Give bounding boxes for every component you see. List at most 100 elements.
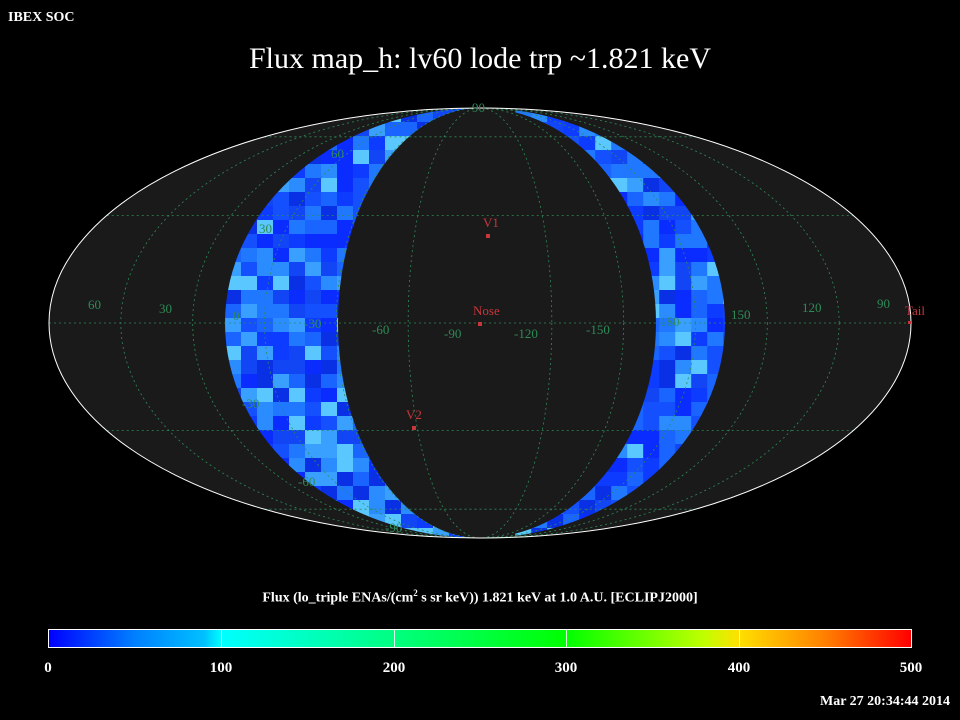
flux-pixel — [305, 444, 322, 459]
flux-pixel — [273, 206, 290, 221]
meridian-line — [335, 108, 625, 538]
flux-pixel — [321, 220, 338, 235]
flux-pixel — [273, 388, 290, 403]
flux-pixel — [257, 122, 274, 137]
flux-pixel — [257, 108, 274, 123]
flux-pixel — [353, 486, 370, 501]
flux-pixel — [659, 444, 676, 459]
flux-pixel — [273, 402, 290, 417]
lon-label-minus90: -90 — [444, 326, 461, 341]
flux-pixel — [691, 122, 708, 137]
flux-pixel — [241, 346, 258, 361]
flux-pixel — [321, 164, 338, 179]
flux-pixel — [627, 108, 644, 123]
flux-pixel — [225, 528, 242, 538]
flux-pixel — [321, 374, 338, 389]
flux-pixel — [225, 318, 242, 333]
flux-pixel — [595, 486, 612, 501]
flux-pixel — [643, 206, 660, 221]
flux-pixel — [273, 234, 290, 249]
flux-pixel — [691, 248, 708, 263]
flux-pixel — [723, 318, 725, 333]
flux-pixel — [257, 388, 274, 403]
flux-pixel — [273, 374, 290, 389]
flux-pixel — [723, 528, 725, 538]
flux-pixel — [691, 528, 708, 538]
flux-pixel — [337, 472, 354, 487]
flux-pixel — [707, 528, 724, 538]
flux-pixel — [305, 528, 322, 538]
flux-pixel — [707, 290, 724, 305]
colorbar-label-200: 200 — [382, 660, 406, 676]
flux-pixel — [305, 416, 322, 431]
flux-pixel — [643, 458, 660, 473]
colorbar-label-0: 0 — [44, 660, 52, 676]
graticule-grid — [49, 108, 911, 538]
flux-pixel — [321, 192, 338, 207]
lon-label-minus30: -30 — [304, 316, 321, 331]
flux-pixel — [611, 486, 628, 501]
flux-pixel — [337, 528, 354, 538]
flux-pixel — [241, 332, 258, 347]
flux-pixel — [273, 108, 290, 123]
flux-pixel — [305, 192, 322, 207]
flux-pixel — [241, 304, 258, 319]
flux-pixel — [611, 150, 628, 165]
flux-pixel — [385, 122, 402, 137]
meridian-line — [192, 108, 768, 538]
meridian-line — [264, 108, 696, 538]
flux-pixel — [241, 122, 258, 137]
flux-pixel — [691, 346, 708, 361]
flux-pixel — [627, 164, 644, 179]
flux-pixel — [515, 528, 532, 538]
flux-pixel — [659, 206, 676, 221]
flux-pixel — [611, 164, 628, 179]
flux-pixel — [675, 304, 692, 319]
flux-pixel — [707, 514, 724, 529]
flux-pixel — [659, 346, 676, 361]
flux-pixel — [321, 472, 338, 487]
lon-label-minus60: -60 — [372, 322, 389, 337]
lon-label-minus150: -150 — [586, 322, 610, 337]
flux-pixel — [241, 290, 258, 305]
flux-pixel — [305, 262, 322, 277]
flux-pixel — [305, 248, 322, 263]
flux-pixel — [675, 360, 692, 375]
flux-pixel — [659, 388, 676, 403]
flux-pixel — [225, 346, 242, 361]
flux-pixel — [675, 388, 692, 403]
marker-v2 — [412, 426, 416, 430]
flux-pixel — [289, 388, 306, 403]
flux-pixel — [321, 290, 338, 305]
flux-pixel — [723, 500, 725, 515]
flux-pixel — [289, 206, 306, 221]
flux-pixel — [659, 430, 676, 445]
flux-pixel — [579, 136, 596, 151]
flux-pixel — [273, 318, 290, 333]
flux-pixel — [627, 178, 644, 193]
flux-pixel — [627, 430, 644, 445]
flux-pixel — [273, 528, 290, 538]
flux-pixel — [321, 388, 338, 403]
flux-pixel — [289, 402, 306, 417]
flux-pixel — [289, 290, 306, 305]
flux-pixel — [289, 458, 306, 473]
flux-pixel — [321, 234, 338, 249]
lat-label-60: 60 — [331, 146, 344, 161]
flux-pixel — [659, 192, 676, 207]
flux-pixel — [659, 528, 676, 538]
flux-pixel — [643, 220, 660, 235]
flux-pixel — [321, 346, 338, 361]
colorbar-label-500: 500 — [899, 660, 923, 676]
flux-pixel — [691, 276, 708, 291]
flux-pixel — [289, 416, 306, 431]
flux-pixel — [707, 108, 724, 123]
flux-pixel — [321, 304, 338, 319]
flux-pixel — [321, 262, 338, 277]
flux-pixel — [611, 528, 628, 538]
flux-pixel — [257, 318, 274, 333]
flux-pixel — [643, 108, 660, 123]
flux-pixel — [321, 402, 338, 417]
flux-pixel — [643, 444, 660, 459]
flux-pixel — [305, 318, 322, 333]
